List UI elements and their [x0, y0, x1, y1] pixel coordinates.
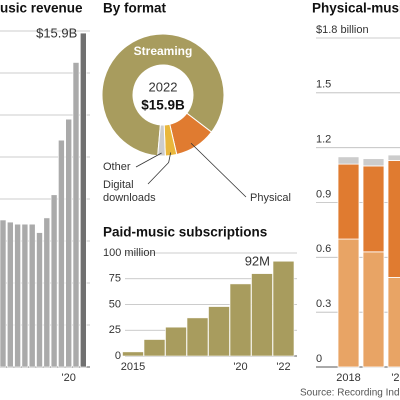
bar-segment	[387, 154, 400, 161]
chart-title: Physical-musi	[312, 1, 400, 16]
bar	[65, 118, 72, 368]
bar	[36, 232, 43, 368]
leader-line	[147, 152, 172, 185]
y-tick-label: 0.6	[316, 243, 331, 255]
bar-segment	[337, 238, 360, 368]
slice-label: Streaming	[134, 44, 193, 58]
bar	[122, 351, 144, 357]
bar	[7, 221, 14, 368]
value-label: 92M	[245, 254, 270, 269]
center-year: 2022	[149, 79, 178, 94]
bar-segment	[362, 158, 385, 167]
bar	[43, 217, 51, 368]
bar	[80, 32, 87, 368]
x-tick-label: '22	[276, 361, 290, 373]
bar-segment	[387, 160, 400, 278]
bar	[165, 326, 187, 357]
y-tick-label: 75	[109, 273, 121, 285]
y-tick-label: 0	[316, 353, 322, 365]
x-tick-label: 2018	[336, 372, 360, 384]
y-tick-label: 25	[109, 324, 121, 336]
y-tick-label: $1.8 billion	[316, 24, 369, 36]
value-label: $15.9B	[36, 26, 77, 41]
bar	[50, 194, 58, 368]
chart-title: By format	[103, 1, 167, 16]
slice-label: Digital downloads	[103, 179, 156, 204]
pie-slice	[157, 124, 166, 157]
slice-label: Other	[103, 161, 131, 173]
source: Source: Recording Indust	[300, 388, 400, 399]
x-tick-label: '20	[391, 372, 400, 384]
slice-label: Physical	[250, 192, 291, 204]
bar	[28, 223, 36, 368]
bar	[72, 62, 80, 368]
y-tick-label: 0	[115, 350, 121, 362]
bar	[0, 219, 7, 368]
bar	[229, 283, 252, 357]
bar-segment	[387, 277, 400, 368]
bar-segment	[337, 156, 360, 165]
bar	[58, 139, 65, 368]
bar	[21, 223, 29, 368]
y-tick-label: 0.3	[316, 298, 331, 310]
bar	[251, 273, 273, 357]
bar-segment	[362, 251, 385, 368]
bar	[186, 317, 209, 357]
x-tick-label: '20	[62, 372, 76, 384]
bar-segment	[337, 163, 360, 240]
x-tick-label: 2015	[121, 361, 145, 373]
bar-segment	[362, 165, 385, 253]
chart-title: Paid-music subscriptions	[103, 225, 267, 240]
leader-line	[190, 142, 247, 198]
x-tick-label: '20	[233, 361, 247, 373]
y-tick-label: 1.5	[316, 79, 331, 91]
y-tick-label: 100 million	[103, 247, 156, 259]
chart-title: usic revenue	[0, 1, 83, 16]
leader-line	[135, 152, 162, 168]
pie-slice	[101, 33, 225, 157]
bar	[208, 306, 230, 357]
bar	[14, 223, 21, 368]
bar	[143, 339, 166, 357]
center-total: $15.9B	[141, 98, 185, 113]
y-tick-label: 1.2	[316, 134, 331, 146]
y-tick-label: 50	[109, 298, 121, 310]
y-tick-label: 0.9	[316, 188, 331, 200]
bar	[272, 260, 295, 357]
